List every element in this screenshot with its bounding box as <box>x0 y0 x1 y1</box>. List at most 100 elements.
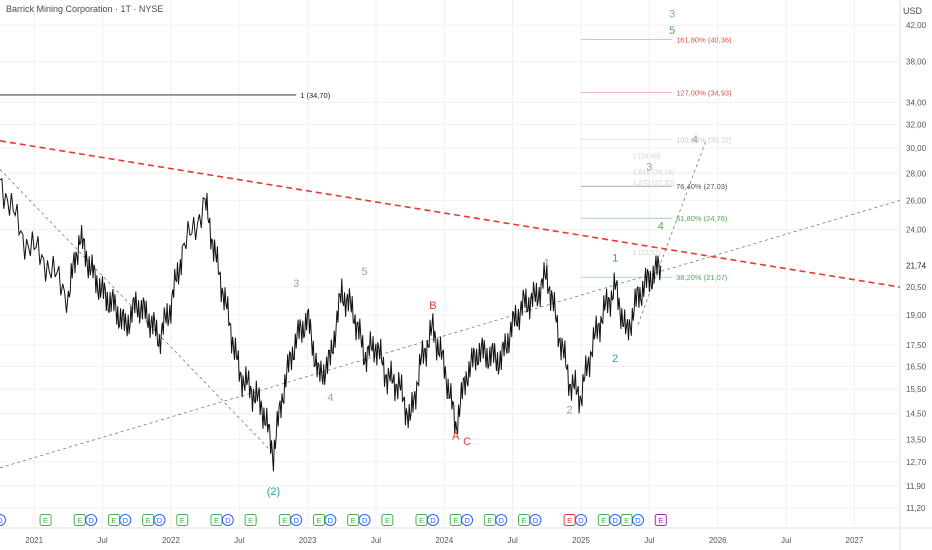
dividend-marker <box>529 514 542 526</box>
event-marker-letter: E <box>248 516 253 525</box>
price-tick-label: 20,50 <box>906 283 927 292</box>
grid-lines <box>0 0 900 528</box>
price-tick-label: 11,90 <box>906 482 926 491</box>
price-tick-label: 11,20 <box>906 504 926 513</box>
dividend-marker <box>119 514 132 526</box>
time-tick-label: Jul <box>234 536 244 545</box>
event-marker-letter: E <box>624 516 629 525</box>
price-tick-label: 30,00 <box>906 144 927 153</box>
time-tick-label: 2024 <box>435 536 453 545</box>
event-markers: DEEDEDEDEEDEEDEDEDEEDEDEDEDEDEDEDE <box>0 514 667 526</box>
event-marker-letter: E <box>351 516 356 525</box>
currency-label: USD <box>902 6 922 16</box>
price-tick-label: 38,00 <box>906 58 927 67</box>
time-tick-label: Jul <box>644 536 654 545</box>
event-marker-letter: D <box>328 516 334 525</box>
event-marker-letter: E <box>214 516 219 525</box>
event-marker-letter: D <box>0 516 3 525</box>
wave-label: 3 <box>293 278 299 290</box>
time-axis-labels: 2021 Jul 2022 Jul 2023 Jul 2024 Jul 2025 Jul 2026 J… <box>25 536 864 545</box>
dividend-marker <box>426 514 439 526</box>
event-marker-letter: D <box>635 516 641 525</box>
wave-label: A <box>452 431 460 443</box>
earnings-marker <box>39 514 52 526</box>
event-marker-letter: E <box>77 516 82 525</box>
event-marker-letter: E <box>385 516 390 525</box>
trendline <box>637 139 707 325</box>
event-marker-letter: D <box>293 516 299 525</box>
wave-labels: 3 5 4 B A C 1 2 1 2 3 4 4 3 5 (2) <box>267 8 698 498</box>
projection-label: 1,272 (27,32) <box>633 180 675 187</box>
price-tick-label: 32,00 <box>906 121 927 130</box>
event-marker-letter: E <box>522 516 527 525</box>
wave-label: 3 <box>646 162 652 174</box>
wave-label: 4 <box>658 221 664 233</box>
last-price-label: 21,74 <box>906 262 927 271</box>
event-marker-letter: D <box>123 516 129 525</box>
event-marker-letter: E <box>282 516 287 525</box>
event-marker-letter: D <box>362 516 368 525</box>
event-marker-letter: E <box>180 516 185 525</box>
event-marker-letter: E <box>567 516 572 525</box>
fib-level-label: 127,00% (34,93) <box>676 89 732 98</box>
fib-level-label: 161,80% (40,36) <box>676 36 732 45</box>
fibonacci-levels: 1 (34,70) 161,80% (40,36) 127,00% (34,93) 1… <box>0 36 732 282</box>
price-tick-label: 15,50 <box>906 385 927 394</box>
time-tick-label: 2023 <box>299 536 317 545</box>
trendline <box>0 199 901 469</box>
dividend-marker <box>290 514 303 526</box>
event-marker-letter: D <box>225 516 231 525</box>
event-marker-letter: E <box>487 516 492 525</box>
price-tick-label: 34,00 <box>906 98 927 107</box>
projection-label: 2 (29,40) <box>633 153 661 160</box>
event-marker-letter: D <box>578 516 584 525</box>
event-marker-letter: D <box>612 516 618 525</box>
event-marker-letter: D <box>533 516 539 525</box>
time-tick-label: Jul <box>781 536 791 545</box>
price-tick-label: 13,50 <box>906 436 927 445</box>
price-line <box>0 177 662 472</box>
earnings-marker <box>244 514 257 526</box>
wave-label: 5 <box>669 25 675 37</box>
last-price-box <box>902 259 932 272</box>
projection-label: 1 (22,57) <box>633 250 661 257</box>
price-tick-label: 26,00 <box>906 196 927 205</box>
event-marker-letter: D <box>464 516 470 525</box>
event-marker-letter: E <box>419 516 424 525</box>
event-marker-letter: D <box>430 516 436 525</box>
earnings-marker <box>176 514 189 526</box>
dividend-marker <box>221 514 234 526</box>
event-marker-letter: E <box>658 516 663 525</box>
price-axis-labels: 42,00 38,00 34,00 32,00 30,00 28,00 26,00 24,00… <box>906 21 927 513</box>
projection-label: 1,618 (28,14) <box>633 169 675 176</box>
event-marker-letter: E <box>111 516 116 525</box>
trendline <box>0 140 901 288</box>
dividend-marker <box>153 514 166 526</box>
price-tick-label: 12,70 <box>906 458 927 467</box>
wave-label: 4 <box>692 134 698 146</box>
time-tick-label: 2027 <box>846 536 864 545</box>
price-tick-label: 17,50 <box>906 341 927 350</box>
dividend-marker <box>461 514 474 526</box>
dividend-marker <box>575 514 588 526</box>
price-tick-label: 24,00 <box>906 226 927 235</box>
trendlines <box>0 139 901 469</box>
dividend-marker <box>0 514 6 526</box>
wave-label: 1 <box>612 252 618 264</box>
price-tick-label: 42,00 <box>906 21 927 30</box>
wave-label: 1 <box>544 257 550 269</box>
earnings-marker <box>654 514 667 526</box>
fib-level-label: 76,40% (27,03) <box>676 182 728 191</box>
price-tick-label: 14,50 <box>906 410 927 419</box>
event-marker-letter: E <box>453 516 458 525</box>
fib-level-label: 1 (34,70) <box>300 91 331 100</box>
time-tick-label: 2025 <box>572 536 590 545</box>
dividend-marker <box>631 514 644 526</box>
wave-label: B <box>429 300 436 312</box>
price-tick-label: 19,00 <box>906 311 927 320</box>
wave-label: 2 <box>612 353 618 365</box>
fib-level-label: 38,20% (21,07) <box>676 273 728 282</box>
fib-level-label: 61,80% (24,76) <box>676 214 728 223</box>
wave-label: C <box>463 436 471 448</box>
